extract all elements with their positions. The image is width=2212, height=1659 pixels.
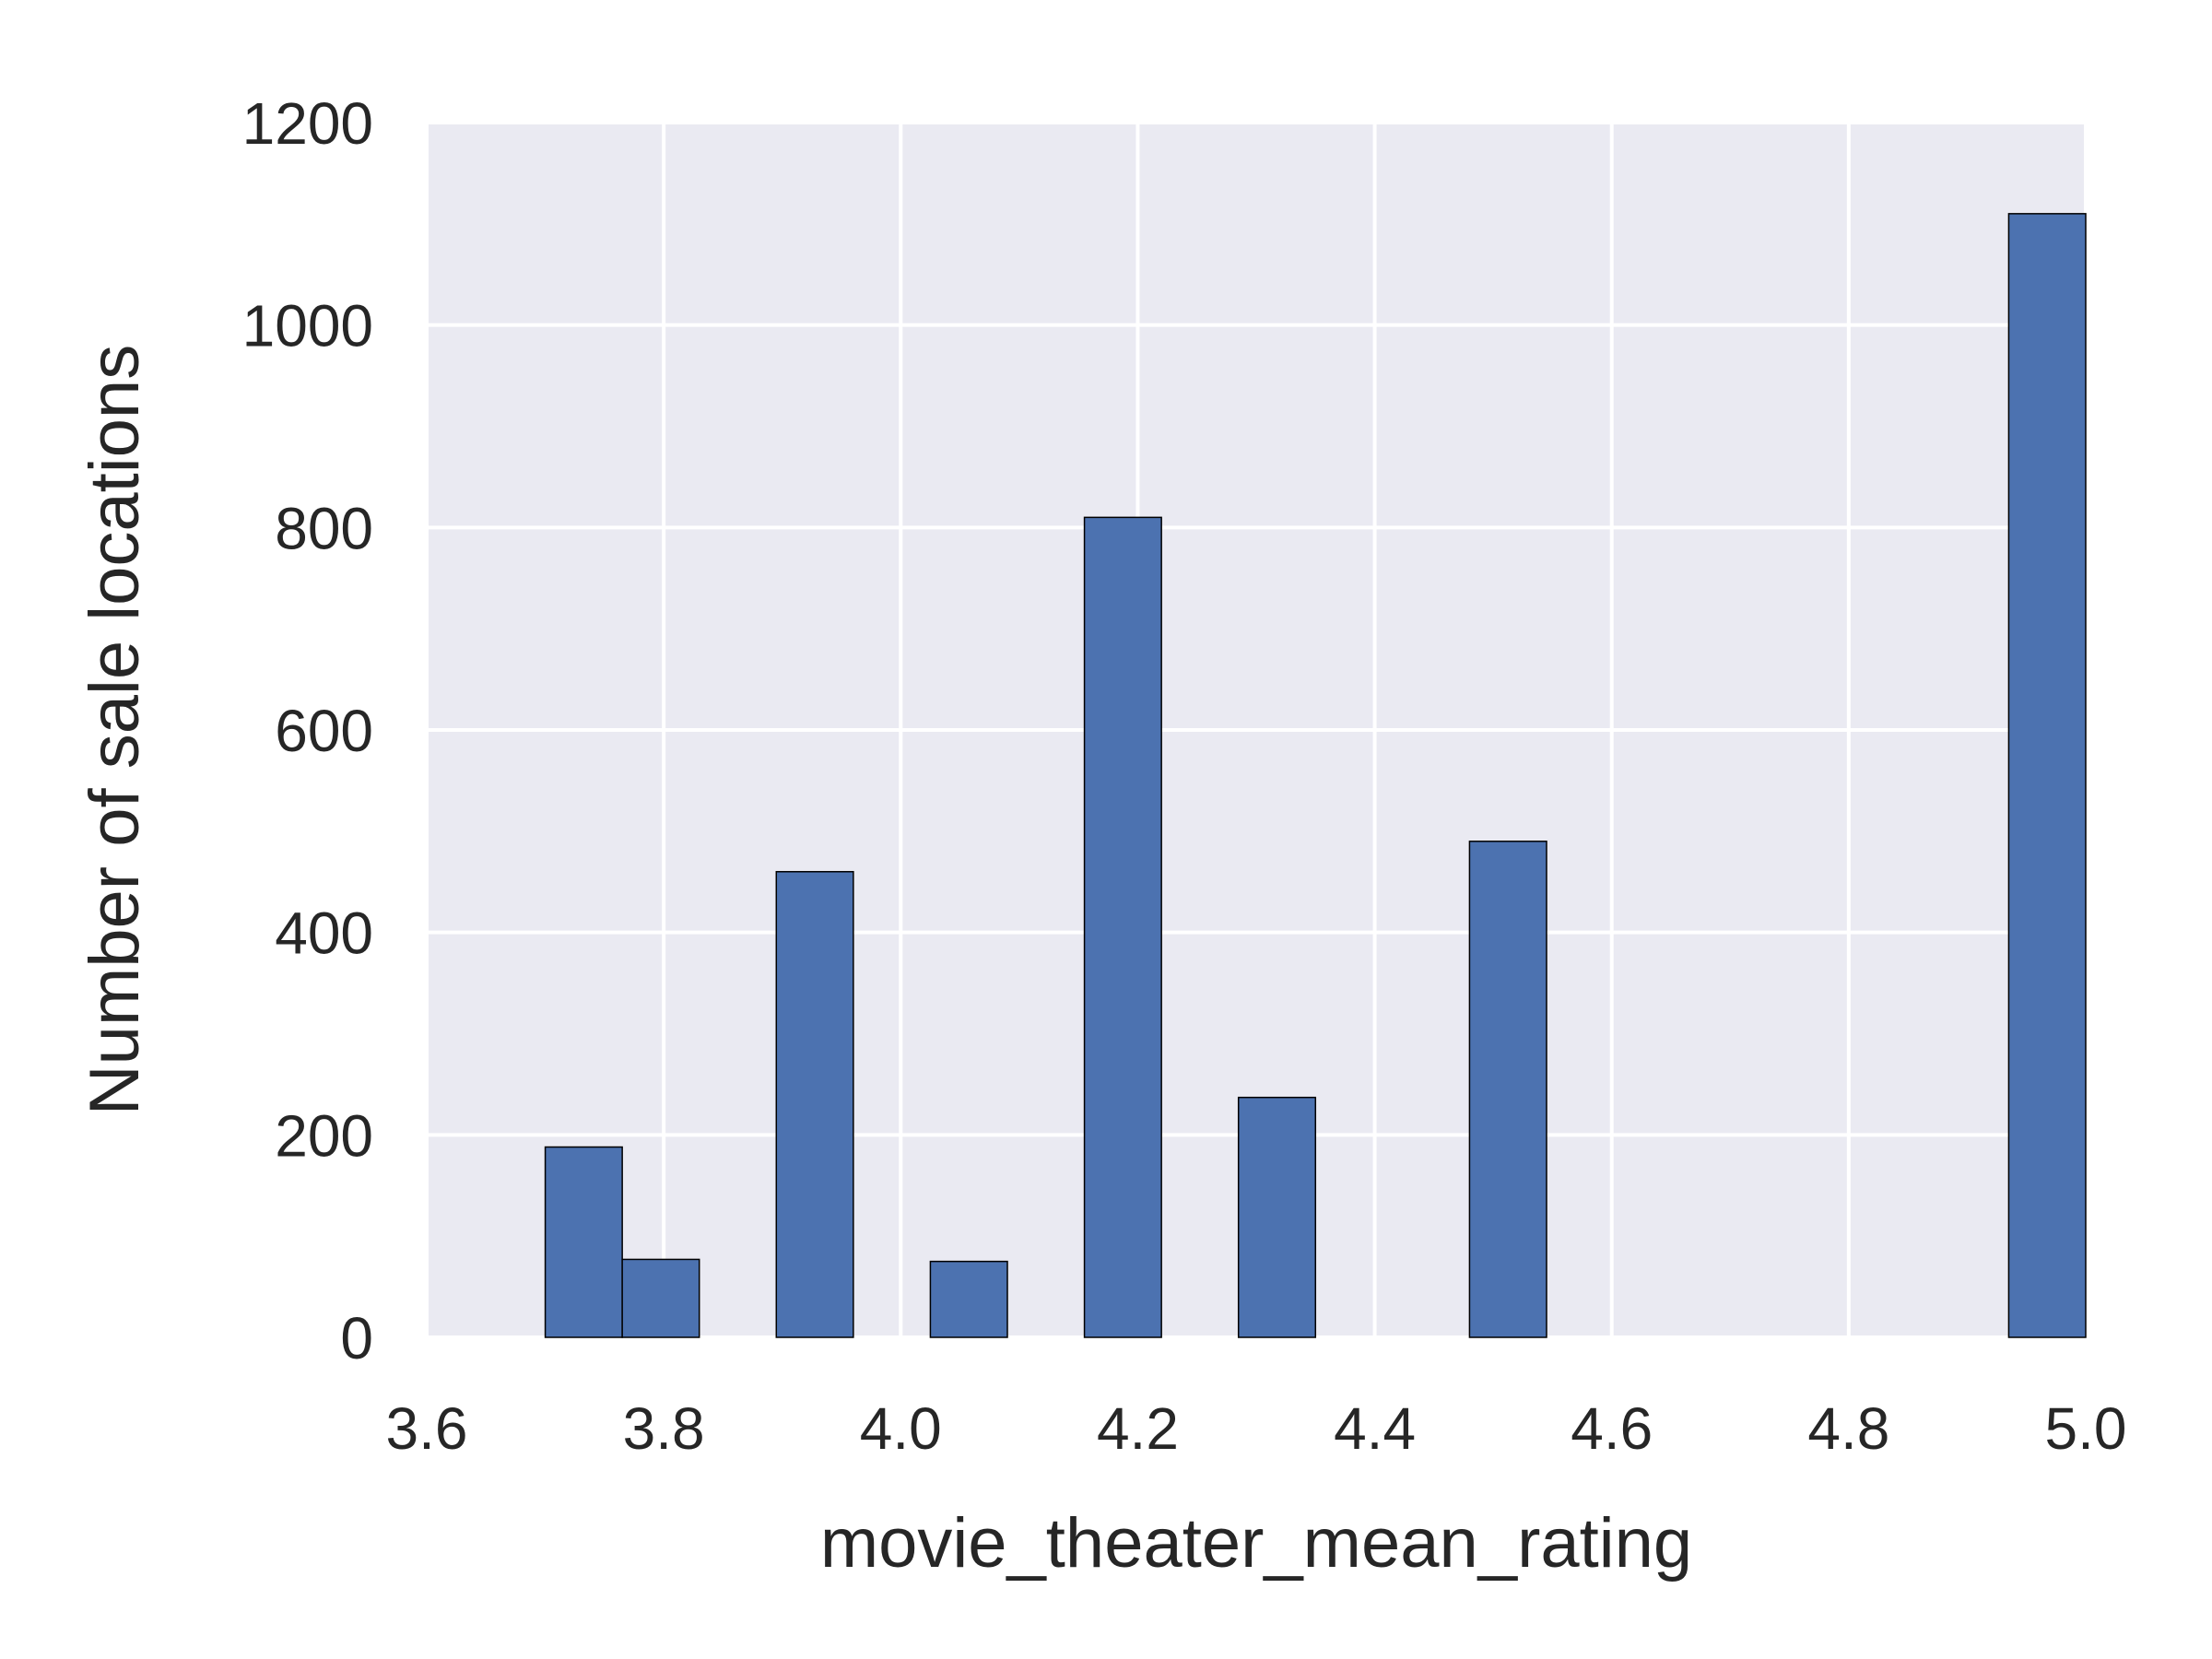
x-tick-label: 4.2	[1097, 1395, 1179, 1462]
y-tick-label: 0	[340, 1305, 373, 1371]
y-tick-label: 1200	[242, 90, 373, 157]
histogram-bar	[1468, 841, 1547, 1338]
histogram-bar	[929, 1260, 1008, 1338]
x-tick-label: 4.4	[1334, 1395, 1416, 1462]
x-tick-label: 4.8	[1807, 1395, 1889, 1462]
y-tick-label: 800	[275, 495, 373, 561]
x-axis-title: movie_theater_mean_rating	[820, 1504, 1692, 1583]
x-tick-label: 4.0	[860, 1395, 942, 1462]
y-tick-labels: 0 200 400 600 800 1000 1200	[242, 90, 373, 1371]
x-tick-label: 3.6	[386, 1395, 468, 1462]
histogram-bar	[621, 1258, 700, 1338]
histogram-bar	[1083, 516, 1162, 1338]
histogram-bar	[775, 871, 854, 1338]
x-tick-label: 4.6	[1571, 1395, 1653, 1462]
y-tick-label: 200	[275, 1102, 373, 1169]
histogram-bar	[2007, 213, 2087, 1338]
y-tick-label: 600	[275, 698, 373, 764]
y-tick-label: 1000	[242, 293, 373, 359]
histogram-bar	[1237, 1096, 1317, 1338]
bars	[544, 213, 2087, 1338]
y-tick-label: 400	[275, 900, 373, 967]
x-tick-label: 3.8	[623, 1395, 705, 1462]
x-tick-labels: 3.6 3.8 4.0 4.2 4.4 4.6 4.8 5.0	[386, 1395, 2127, 1462]
x-tick-label: 5.0	[2045, 1395, 2127, 1462]
y-axis-title: Number of sale locations	[76, 345, 154, 1115]
histogram-bar	[544, 1146, 623, 1338]
